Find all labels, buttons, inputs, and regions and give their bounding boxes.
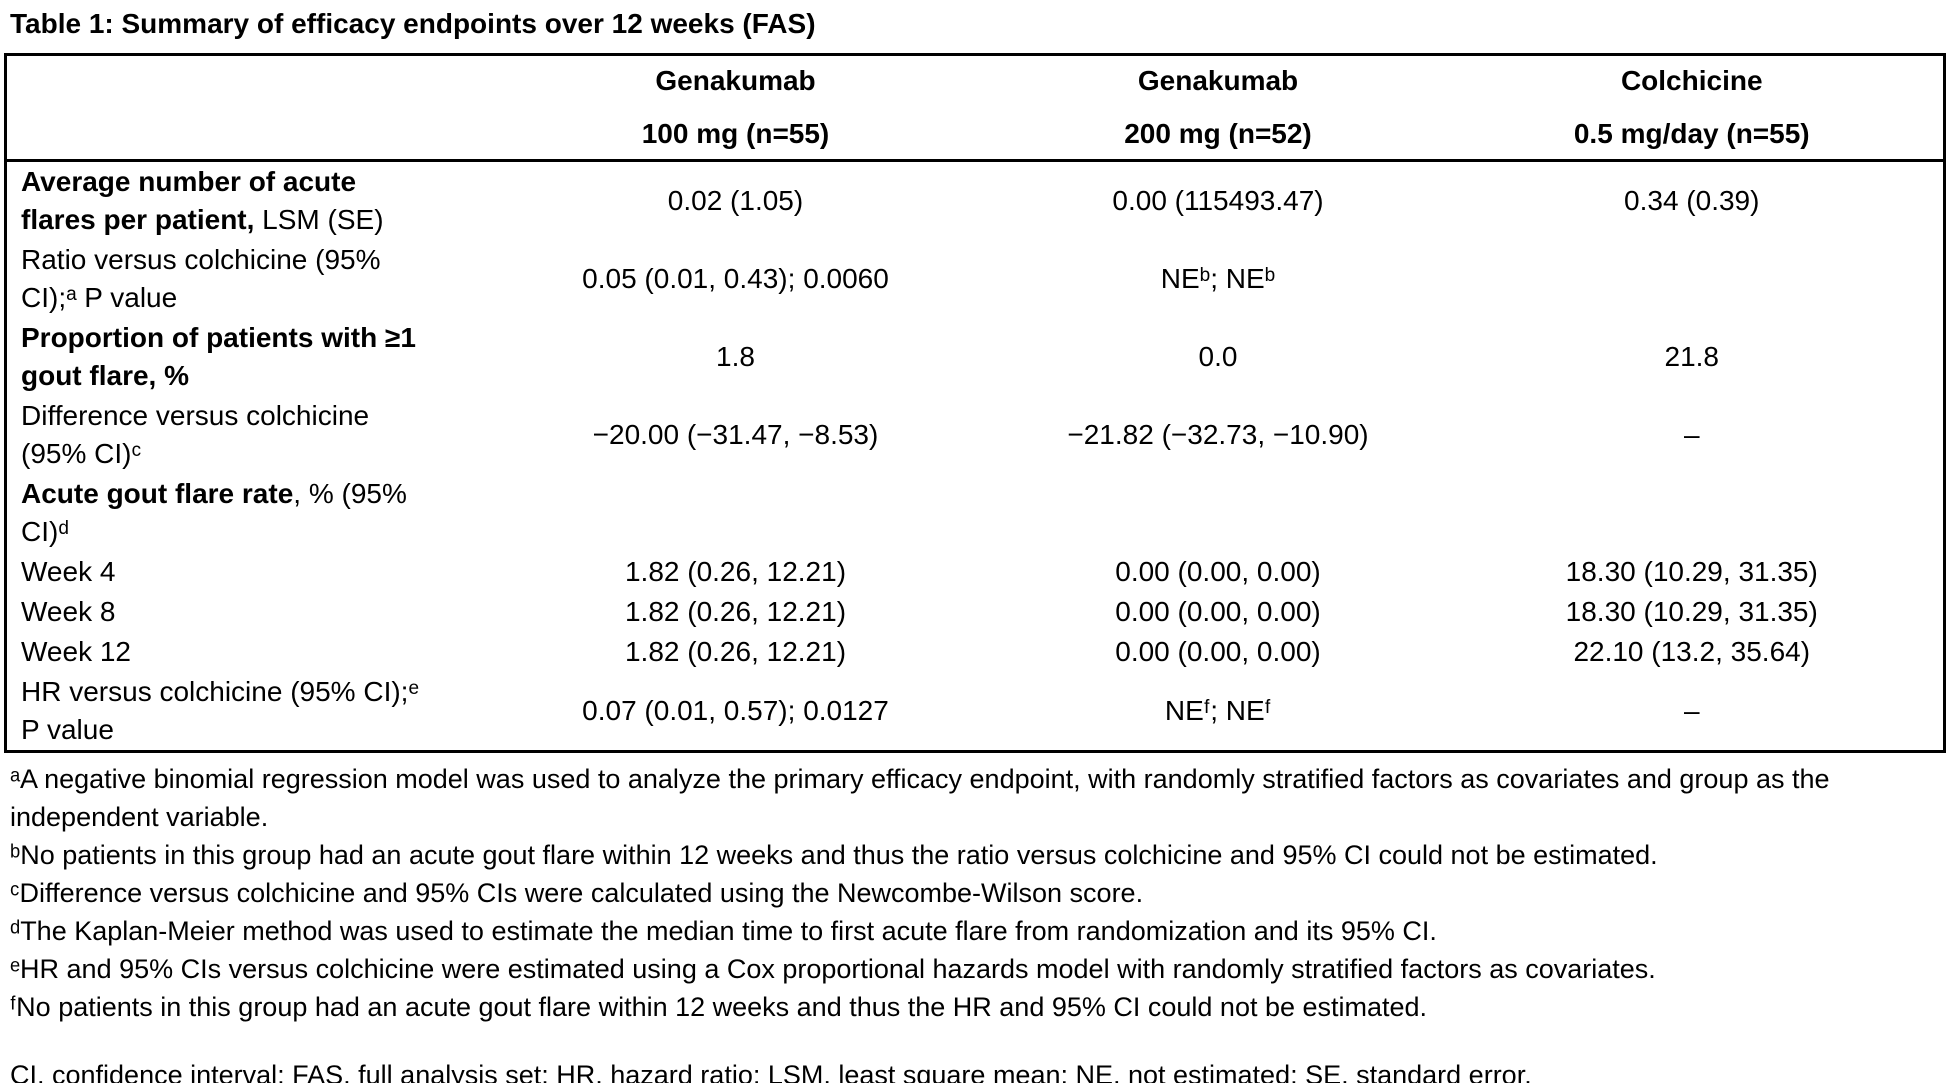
value-cell: 0.00 (115493.47) bbox=[1112, 185, 1324, 216]
row-label-cell: Ratio versus colchicine (95% CI);ᵃ P val… bbox=[6, 240, 476, 318]
value-cell: 22.10 (13.2, 35.64) bbox=[1573, 636, 1811, 667]
row-label-regular: Week 4 bbox=[21, 556, 116, 587]
value-cell: 1.8 bbox=[716, 341, 755, 372]
row-label-cell: Week 12 bbox=[6, 632, 476, 672]
row-label-bold: Acute gout flare rate bbox=[21, 478, 294, 509]
row-label-bold: Proportion of patients with ≥1 gout flar… bbox=[21, 322, 416, 391]
value-cell: 0.0 bbox=[1198, 341, 1238, 372]
column-header-cell: Colchicine 0.5 mg/day (n=55) bbox=[1440, 54, 1945, 162]
table-row: Week 8 1.82 (0.26, 12.21) 0.00 (0.00, 0.00… bbox=[6, 592, 1945, 632]
row-label-cell: Week 8 bbox=[6, 592, 476, 632]
row-label-regular: LSM (SE) bbox=[254, 204, 384, 235]
value-cell: 0.05 (0.01, 0.43); 0.0060 bbox=[582, 263, 889, 294]
value-cell: 0.00 (0.00, 0.00) bbox=[1115, 556, 1321, 587]
efficacy-table: Genakumab 100 mg (n=55) Genakumab 200 mg (n… bbox=[4, 53, 1946, 753]
row-label-cell: Difference versus colchicine (95% CI)ᶜ bbox=[6, 396, 476, 474]
table-body: Average number of acute flares per patie… bbox=[6, 161, 1945, 752]
table-row: Week 12 1.82 (0.26, 12.21) 0.00 (0.00, 0.0… bbox=[6, 632, 1945, 672]
column-header-drug: Colchicine bbox=[1620, 65, 1763, 96]
row-label-cell: HR versus colchicine (95% CI);ᵉ P value bbox=[6, 672, 476, 752]
row-label-cell: Week 4 bbox=[6, 552, 476, 592]
row-label-cell: Acute gout flare rate, % (95% CI)ᵈ bbox=[6, 474, 476, 552]
value-cell bbox=[1441, 474, 1945, 552]
row-label-regular: Ratio versus colchicine (95% CI);ᵃ P val… bbox=[21, 244, 381, 313]
row-label-cell: Average number of acute flares per patie… bbox=[6, 161, 476, 241]
abbreviations-line: CI, confidence interval; FAS, full analy… bbox=[10, 1060, 1532, 1083]
row-label-regular: HR versus colchicine (95% CI);ᵉ P value bbox=[21, 676, 419, 745]
value-cell: – bbox=[1683, 695, 1700, 726]
value-cell bbox=[996, 474, 1441, 552]
value-cell: 0.07 (0.01, 0.57); 0.0127 bbox=[582, 695, 889, 726]
footnote: ᶠNo patients in this group had an acute … bbox=[10, 992, 1428, 1022]
value-cell: −20.00 (−31.47, −8.53) bbox=[592, 419, 879, 450]
value-cell: 0.02 (1.05) bbox=[667, 185, 804, 216]
value-cell: NEᶠ; NEᶠ bbox=[1164, 695, 1272, 726]
column-header-dose: 200 mg (n=52) bbox=[1124, 118, 1312, 149]
footnote: ᵉHR and 95% CIs versus colchicine were e… bbox=[10, 954, 1656, 984]
row-label-regular: , % (95% CI)ᵈ bbox=[21, 478, 407, 547]
table-row: Difference versus colchicine (95% CI)ᶜ −2… bbox=[6, 396, 1945, 474]
table-row: Acute gout flare rate, % (95% CI)ᵈ bbox=[6, 474, 1945, 552]
value-cell bbox=[1441, 240, 1945, 318]
column-header-dose: 0.5 mg/day (n=55) bbox=[1573, 118, 1810, 149]
column-header-drug: Genakumab bbox=[655, 65, 816, 96]
table-row: Average number of acute flares per patie… bbox=[6, 161, 1945, 241]
row-label-cell: Proportion of patients with ≥1 gout flar… bbox=[6, 318, 476, 396]
table-title: Table 1: Summary of efficacy endpoints o… bbox=[10, 8, 816, 39]
value-cell bbox=[476, 474, 996, 552]
row-label-regular: Week 12 bbox=[21, 636, 131, 667]
value-cell: 18.30 (10.29, 31.35) bbox=[1565, 596, 1818, 627]
row-label-regular: Week 8 bbox=[21, 596, 116, 627]
value-cell: 0.00 (0.00, 0.00) bbox=[1115, 636, 1321, 667]
table-row: Ratio versus colchicine (95% CI);ᵃ P val… bbox=[6, 240, 1945, 318]
row-label-regular: Difference versus colchicine (95% CI)ᶜ bbox=[21, 400, 370, 469]
table-row: HR versus colchicine (95% CI);ᵉ P value 0… bbox=[6, 672, 1945, 752]
footnotes-section: ᵃA negative binomial regression model wa… bbox=[10, 760, 1946, 1026]
value-cell: 1.82 (0.26, 12.21) bbox=[624, 636, 847, 667]
value-cell: NEᵇ; NEᵇ bbox=[1160, 263, 1276, 294]
row-label-bold: Average number of acute flares per patie… bbox=[21, 166, 357, 235]
column-header-cell: Genakumab 100 mg (n=55) bbox=[475, 54, 996, 162]
column-header-dose: 100 mg (n=55) bbox=[641, 118, 830, 149]
footnote: ᶜDifference versus colchicine and 95% CI… bbox=[10, 878, 1144, 908]
value-cell: 0.00 (0.00, 0.00) bbox=[1115, 596, 1321, 627]
value-cell: 18.30 (10.29, 31.35) bbox=[1565, 556, 1818, 587]
column-header-cell: Genakumab 200 mg (n=52) bbox=[995, 54, 1441, 162]
footnote: ᵈThe Kaplan-Meier method was used to est… bbox=[10, 916, 1437, 946]
table-row: Proportion of patients with ≥1 gout flar… bbox=[6, 318, 1945, 396]
header-empty-cell bbox=[5, 54, 476, 162]
value-cell: 21.8 bbox=[1664, 341, 1720, 372]
value-cell: 0.34 (0.39) bbox=[1624, 185, 1760, 216]
footnote: ᵇNo patients in this group had an acute … bbox=[10, 840, 1658, 870]
value-cell: −21.82 (−32.73, −10.90) bbox=[1067, 419, 1369, 450]
table-row: Week 4 1.82 (0.26, 12.21) 0.00 (0.00, 0.00… bbox=[6, 552, 1945, 592]
header-row: Genakumab 100 mg (n=55) Genakumab 200 mg (n… bbox=[5, 54, 1945, 162]
column-header-drug: Genakumab bbox=[1137, 65, 1299, 96]
value-cell: 1.82 (0.26, 12.21) bbox=[624, 556, 847, 587]
value-cell: – bbox=[1683, 419, 1700, 450]
value-cell: 1.82 (0.26, 12.21) bbox=[624, 596, 847, 627]
table-header: Genakumab 100 mg (n=55) Genakumab 200 mg (n… bbox=[5, 54, 1945, 162]
footnote: ᵃA negative binomial regression model wa… bbox=[10, 764, 1830, 832]
